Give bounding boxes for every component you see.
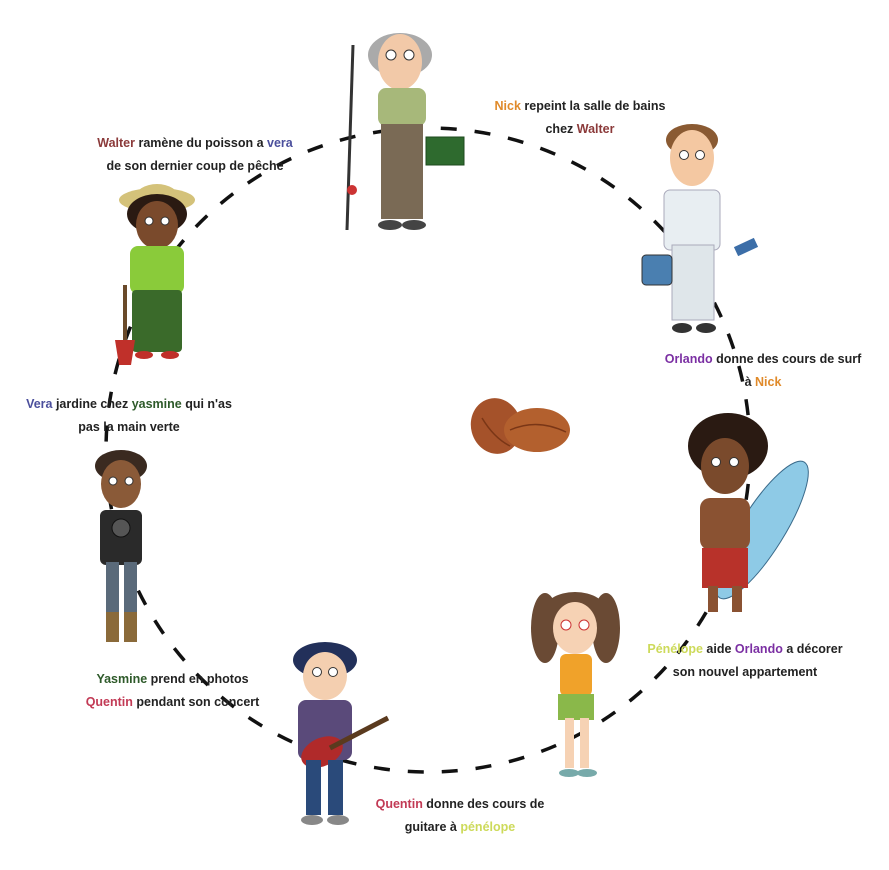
caption-text: qui n'as [181, 397, 232, 411]
caption-text: repeint la salle de bains [520, 99, 666, 113]
caption-text: donne des cours de [422, 797, 545, 811]
name-penelope: Pénélope [647, 642, 703, 656]
quentin-guitarist-icon [293, 642, 390, 825]
nick-painter-icon [641, 124, 759, 333]
caption-text: jardine chez [52, 397, 132, 411]
penelope-girl-icon [531, 592, 620, 777]
almonds-icon [470, 398, 570, 454]
name-walter: Walter [97, 136, 136, 150]
caption-text: chez [545, 122, 577, 136]
name-yasmine: yasmine [131, 397, 182, 411]
name-quentin: Quentin [375, 797, 423, 811]
caption-text: pendant son concert [132, 695, 260, 709]
caption-orlando-nick: Orlando donne des cours de surf à Nick [648, 348, 878, 394]
caption-text: aide [702, 642, 735, 656]
caption-text: guitare à [404, 820, 461, 834]
caption-text: prend en photos [147, 672, 249, 686]
name-walter: Walter [576, 122, 615, 136]
caption-text: ramène du poisson a [135, 136, 267, 150]
name-quentin: Quentin [85, 695, 133, 709]
caption-text: à [744, 375, 756, 389]
name-nick: Nick [755, 375, 782, 389]
caption-text: a décorer [782, 642, 843, 656]
caption-text: de son dernier coup de pêche [106, 159, 284, 173]
name-penelope: pénélope [460, 820, 516, 834]
caption-quentin-penelope: Quentin donne des cours de guitare à pén… [345, 793, 575, 839]
walter-fisherman-icon [345, 33, 465, 231]
caption-text: son nouvel appartement [672, 665, 818, 679]
name-orlando: Orlando [664, 352, 713, 366]
name-nick: Nick [494, 99, 521, 113]
name-orlando: Orlando [734, 642, 783, 656]
caption-text: pas la main verte [78, 420, 180, 434]
caption-vera-yasmine: Vera jardine chez yasmine qui n'as pas l… [0, 393, 258, 439]
name-vera: Vera [26, 397, 53, 411]
name-vera: vera [267, 136, 293, 150]
name-yasmine: Yasmine [96, 672, 148, 686]
caption-nick-walter: Nick repeint la salle de bains chez Walt… [465, 95, 695, 141]
yasmine-photographer-icon [95, 450, 147, 642]
caption-text: donne des cours de surf [712, 352, 862, 366]
orlando-surfer-icon [688, 413, 809, 612]
vera-gardener-icon [115, 184, 195, 365]
caption-yasmine-quentin: Yasmine prend en photos Quentin pendant … [60, 668, 285, 714]
caption-walter-vera: Walter ramène du poisson a vera de son d… [70, 132, 320, 178]
caption-penelope-orlando: Pénélope aide Orlando a décorer son nouv… [630, 638, 860, 684]
